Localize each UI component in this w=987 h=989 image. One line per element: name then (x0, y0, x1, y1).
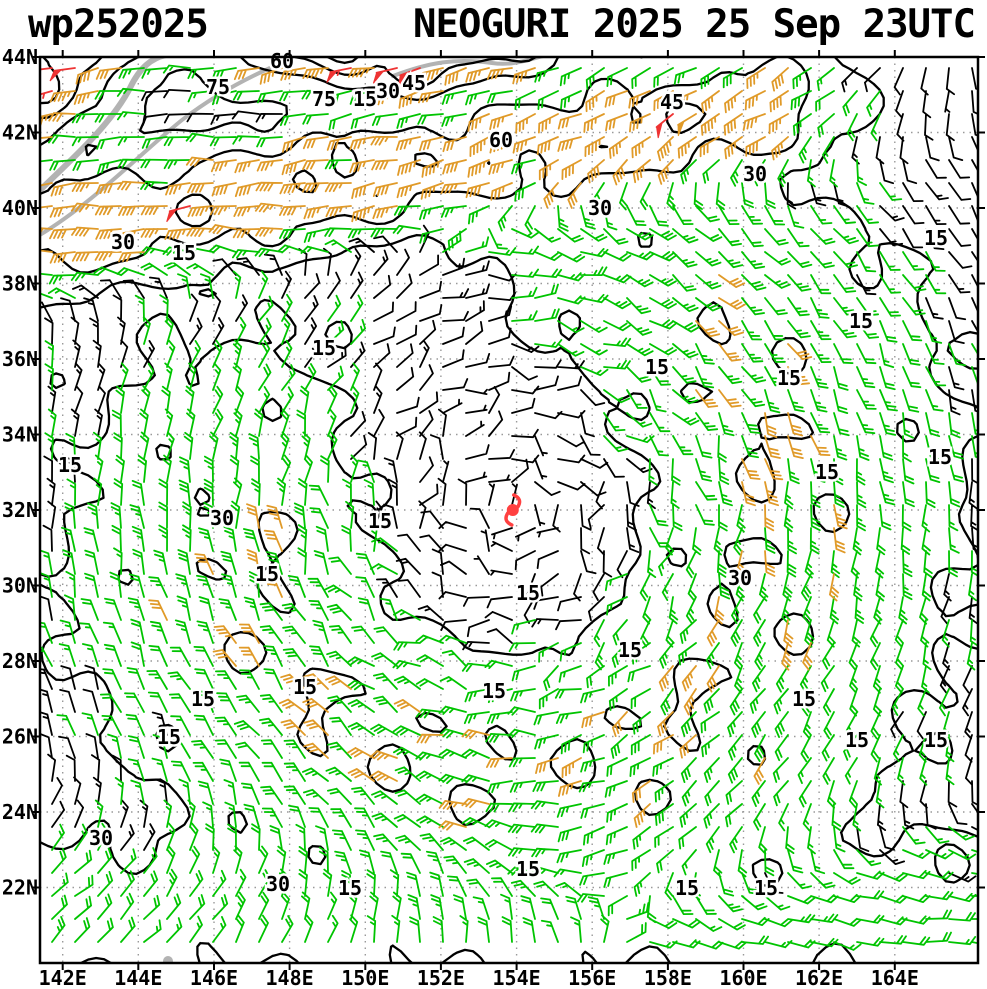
isotach-label: 15 (312, 336, 336, 360)
lat-tick-label: 26N (2, 725, 38, 749)
isotach-label: 15 (338, 876, 362, 900)
isotach-label: 15 (482, 679, 506, 703)
lat-tick-label: 30N (2, 574, 38, 598)
isotach-label: 15 (845, 728, 869, 752)
isotach-label: 30 (111, 230, 135, 254)
isotach-label: 30 (89, 826, 113, 850)
isotach-label: 15 (516, 857, 540, 881)
typhoon-icon (506, 504, 519, 516)
lon-tick-label: 164E (871, 966, 919, 989)
lat-tick-label: 44N (2, 45, 38, 69)
wind-pennants-red (49, 69, 663, 223)
lat-tick-label: 32N (2, 498, 38, 522)
isotach-label: 15 (172, 241, 196, 265)
isotach-label: 15 (645, 355, 669, 379)
isotach-label: 15 (368, 509, 392, 533)
isotach-label: 75 (312, 87, 336, 111)
isotach-label: 15 (777, 366, 801, 390)
isotach-label: 15 (293, 675, 317, 699)
isotach-label: 30 (743, 162, 767, 186)
wind-barbs-orange (40, 67, 848, 831)
isotach-label: 45 (660, 90, 684, 114)
isotach-label: 15 (815, 460, 839, 484)
lat-tick-label: 38N (2, 272, 38, 296)
isotach-label: 30 (588, 196, 612, 220)
titlebar: wp252025 NEOGURI 2025 25 Sep 23UTC (0, 0, 987, 50)
wind-barbs-black (40, 67, 978, 894)
lon-tick-label: 162E (795, 966, 843, 989)
isotach-label: 30 (728, 566, 752, 590)
plot-frame (33, 50, 985, 970)
storm-id-label: wp252025 (28, 2, 209, 47)
isotach-label: 15 (353, 87, 377, 111)
chart-title: NEOGURI 2025 25 Sep 23UTC (413, 2, 976, 47)
lat-tick-label: 24N (2, 800, 38, 824)
storm-center-marker (504, 493, 522, 527)
lat-tick-label: 42N (2, 121, 38, 145)
lon-tick-label: 148E (266, 966, 314, 989)
isotach-label: 30 (266, 872, 290, 896)
wind-barbs-green (40, 64, 978, 951)
isotach-label: 15 (191, 687, 215, 711)
lon-tick-label: 160E (719, 966, 767, 989)
isotach-label: 15 (675, 876, 699, 900)
lon-tick-label: 144E (114, 966, 162, 989)
isotach-label: 15 (792, 687, 816, 711)
isotach-label: 60 (489, 128, 513, 152)
isotach-label: 60 (270, 49, 294, 73)
isotach-label: 75 (206, 75, 230, 99)
lat-tick-label: 40N (2, 196, 38, 220)
lon-tick-label: 152E (417, 966, 465, 989)
lon-tick-label: 150E (341, 966, 389, 989)
isotach-label: 15 (849, 309, 873, 333)
lon-tick-label: 146E (190, 966, 238, 989)
wind-barbs-red (40, 67, 674, 213)
isotach-label: 15 (157, 725, 181, 749)
isotach-label: 15 (58, 453, 82, 477)
lon-tick-label: 156E (568, 966, 616, 989)
lat-tick-label: 34N (2, 423, 38, 447)
isotach-label: 15 (924, 728, 948, 752)
wind-pennants-orange (677, 120, 686, 137)
wind-barbs (40, 64, 978, 951)
isotach-label: 15 (924, 226, 948, 250)
lon-tick-label: 142E (39, 966, 87, 989)
isotach-label: 15 (754, 876, 778, 900)
lat-tick-label: 22N (2, 876, 38, 900)
lon-tick-label: 158E (644, 966, 692, 989)
isotach-label: 30 (210, 506, 234, 530)
isotach-label: 45 (402, 71, 426, 95)
isotach-label: 30 (376, 79, 400, 103)
lat-tick-label: 36N (2, 347, 38, 371)
lon-tick-label: 154E (493, 966, 541, 989)
lat-tick-label: 28N (2, 649, 38, 673)
isotach-label: 15 (516, 581, 540, 605)
isotach-label: 15 (928, 445, 952, 469)
isotach-label: 15 (618, 638, 642, 662)
axis-labels: 44N 42N 40N 38N 36N 34N 32N 30N 28N 26N 24N 22N 142E… (2, 45, 919, 989)
isotach-label: 15 (255, 562, 279, 586)
